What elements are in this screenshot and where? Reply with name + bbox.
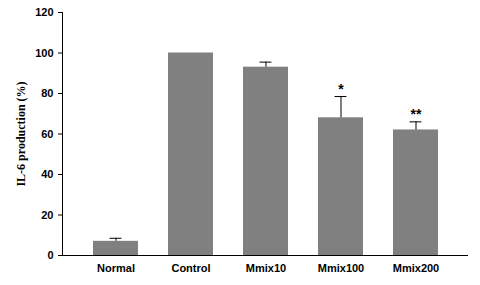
svg-text:Mmix200: Mmix200 [393, 262, 439, 274]
svg-text:Normal: Normal [97, 262, 135, 274]
svg-text:40: 40 [41, 168, 53, 180]
svg-text:20: 20 [41, 209, 53, 221]
svg-text:120: 120 [35, 6, 53, 18]
svg-text:100: 100 [35, 47, 53, 59]
svg-text:Mmix10: Mmix10 [246, 262, 286, 274]
svg-text:*: * [338, 81, 344, 97]
svg-text:Control: Control [171, 262, 210, 274]
svg-text:Mmix100: Mmix100 [318, 262, 364, 274]
svg-text:0: 0 [47, 249, 53, 261]
svg-text:**: ** [411, 106, 422, 122]
svg-text:80: 80 [41, 87, 53, 99]
svg-text:IL-6 production (%): IL-6 production (%) [14, 81, 28, 186]
svg-text:60: 60 [41, 128, 53, 140]
